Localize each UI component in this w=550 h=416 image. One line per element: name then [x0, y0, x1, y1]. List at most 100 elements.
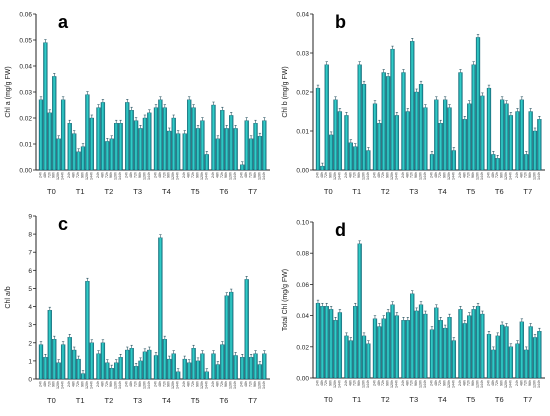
x-tick-label: 120h — [447, 172, 451, 180]
x-tick-label: 24h — [315, 172, 319, 178]
x-tick-label: 96h — [528, 380, 532, 386]
bar — [324, 64, 329, 171]
x-tick-label: 96h — [500, 172, 504, 178]
bar — [262, 120, 267, 171]
x-tick-label: 24h — [429, 380, 433, 386]
y-tick-label: 0.06 — [19, 12, 32, 19]
chart-svg-d: 0.00 0.02 0.04 0.06 0.08 0.10 Total Chl (mg/g … — [282, 220, 545, 404]
x-tick-label: 48h — [348, 380, 352, 386]
group-label: T2 — [104, 187, 113, 196]
bar — [118, 123, 123, 171]
bar — [537, 331, 542, 379]
x-tick-label: 48h — [158, 381, 162, 387]
x-tick-label: 120h — [257, 172, 261, 180]
bar — [96, 107, 101, 171]
bar — [519, 321, 524, 379]
x-tick-label: 48h — [434, 380, 438, 386]
x-tick-label: 120h — [142, 172, 146, 180]
bar — [480, 313, 485, 379]
x-tick-label: 144h — [366, 380, 370, 388]
bar — [499, 99, 505, 171]
x-tick-label: 48h — [519, 172, 523, 178]
x-tick-label: 72h — [105, 381, 109, 387]
bar — [508, 346, 514, 379]
bar — [72, 133, 77, 171]
bar — [451, 150, 457, 171]
group-label: T5 — [466, 395, 475, 404]
y-tick-label: 0.10 — [296, 220, 309, 227]
bar — [72, 349, 77, 380]
y-axis-label: Chl a/b — [5, 286, 12, 308]
x-tick-label: 24h — [38, 381, 42, 387]
bar — [372, 103, 378, 171]
bar — [504, 326, 509, 379]
bar — [215, 138, 221, 171]
x-tick-label: 24h — [67, 381, 71, 387]
bar — [76, 151, 81, 171]
y-tick-label: 0.01 — [19, 142, 32, 149]
bar — [129, 110, 134, 171]
x-tick-label: 24h — [372, 380, 376, 386]
bar — [524, 154, 529, 171]
y-tick-label: 0.04 — [296, 12, 309, 19]
group-label: T6 — [495, 187, 504, 196]
x-tick-label: 96h — [443, 380, 447, 386]
bar — [175, 133, 181, 171]
y-tick-label: 0.06 — [296, 282, 309, 289]
x-tick-label: 144h — [118, 172, 122, 180]
x-tick-label: 48h — [519, 380, 523, 386]
bar — [515, 111, 520, 171]
x-tick-label: 96h — [414, 380, 418, 386]
y-tick-label: 0 — [28, 377, 32, 384]
bar — [109, 367, 114, 380]
x-tick-label: 48h — [377, 380, 381, 386]
bar — [532, 337, 538, 379]
x-tick-label: 144h — [176, 172, 180, 180]
x-tick-label: 120h — [114, 381, 118, 389]
bar — [458, 309, 463, 379]
bar — [114, 362, 119, 380]
x-tick-label: 120h — [85, 172, 89, 180]
x-tick-label: 24h — [458, 380, 462, 386]
bar — [85, 94, 90, 171]
bar — [462, 323, 467, 379]
bar — [337, 312, 343, 379]
chart-panel-a: 0.00 0.01 0.02 0.03 0.04 0.05 0.06 Chl a (mg/g … — [0, 0, 275, 208]
bar — [43, 42, 48, 171]
bar — [67, 123, 72, 171]
x-tick-label: 96h — [80, 172, 84, 178]
bar — [244, 279, 249, 380]
bar — [43, 357, 48, 380]
bar — [100, 102, 106, 171]
bar — [211, 104, 216, 171]
bar — [200, 353, 205, 380]
bar — [390, 304, 395, 379]
x-tick-label: 48h — [244, 172, 248, 178]
bar — [405, 111, 410, 171]
bar — [348, 142, 353, 171]
bar — [377, 326, 382, 379]
bar — [191, 107, 196, 171]
bar — [394, 315, 400, 379]
x-tick-label: 96h — [443, 172, 447, 178]
x-tick-label: 48h — [434, 172, 438, 178]
bar — [80, 146, 86, 171]
bar — [171, 117, 176, 171]
x-tick-label: 48h — [43, 172, 47, 178]
y-tick-label: 2 — [28, 340, 32, 347]
bar — [442, 99, 448, 171]
x-tick-label: 48h — [348, 172, 352, 178]
bar — [333, 99, 338, 171]
x-tick-label: 24h — [344, 172, 348, 178]
x-tick-label: 72h — [495, 172, 499, 178]
bar — [357, 64, 362, 171]
x-tick-label: 120h — [418, 172, 422, 180]
bar — [451, 340, 457, 379]
panel-letter: a — [58, 12, 69, 32]
y-tick-label: 0.05 — [19, 38, 32, 45]
bar — [348, 340, 353, 379]
x-tick-label: 144h — [147, 381, 151, 389]
group-label: T0 — [47, 396, 56, 405]
bar — [333, 320, 338, 379]
y-tick-label: 0.02 — [296, 90, 309, 97]
